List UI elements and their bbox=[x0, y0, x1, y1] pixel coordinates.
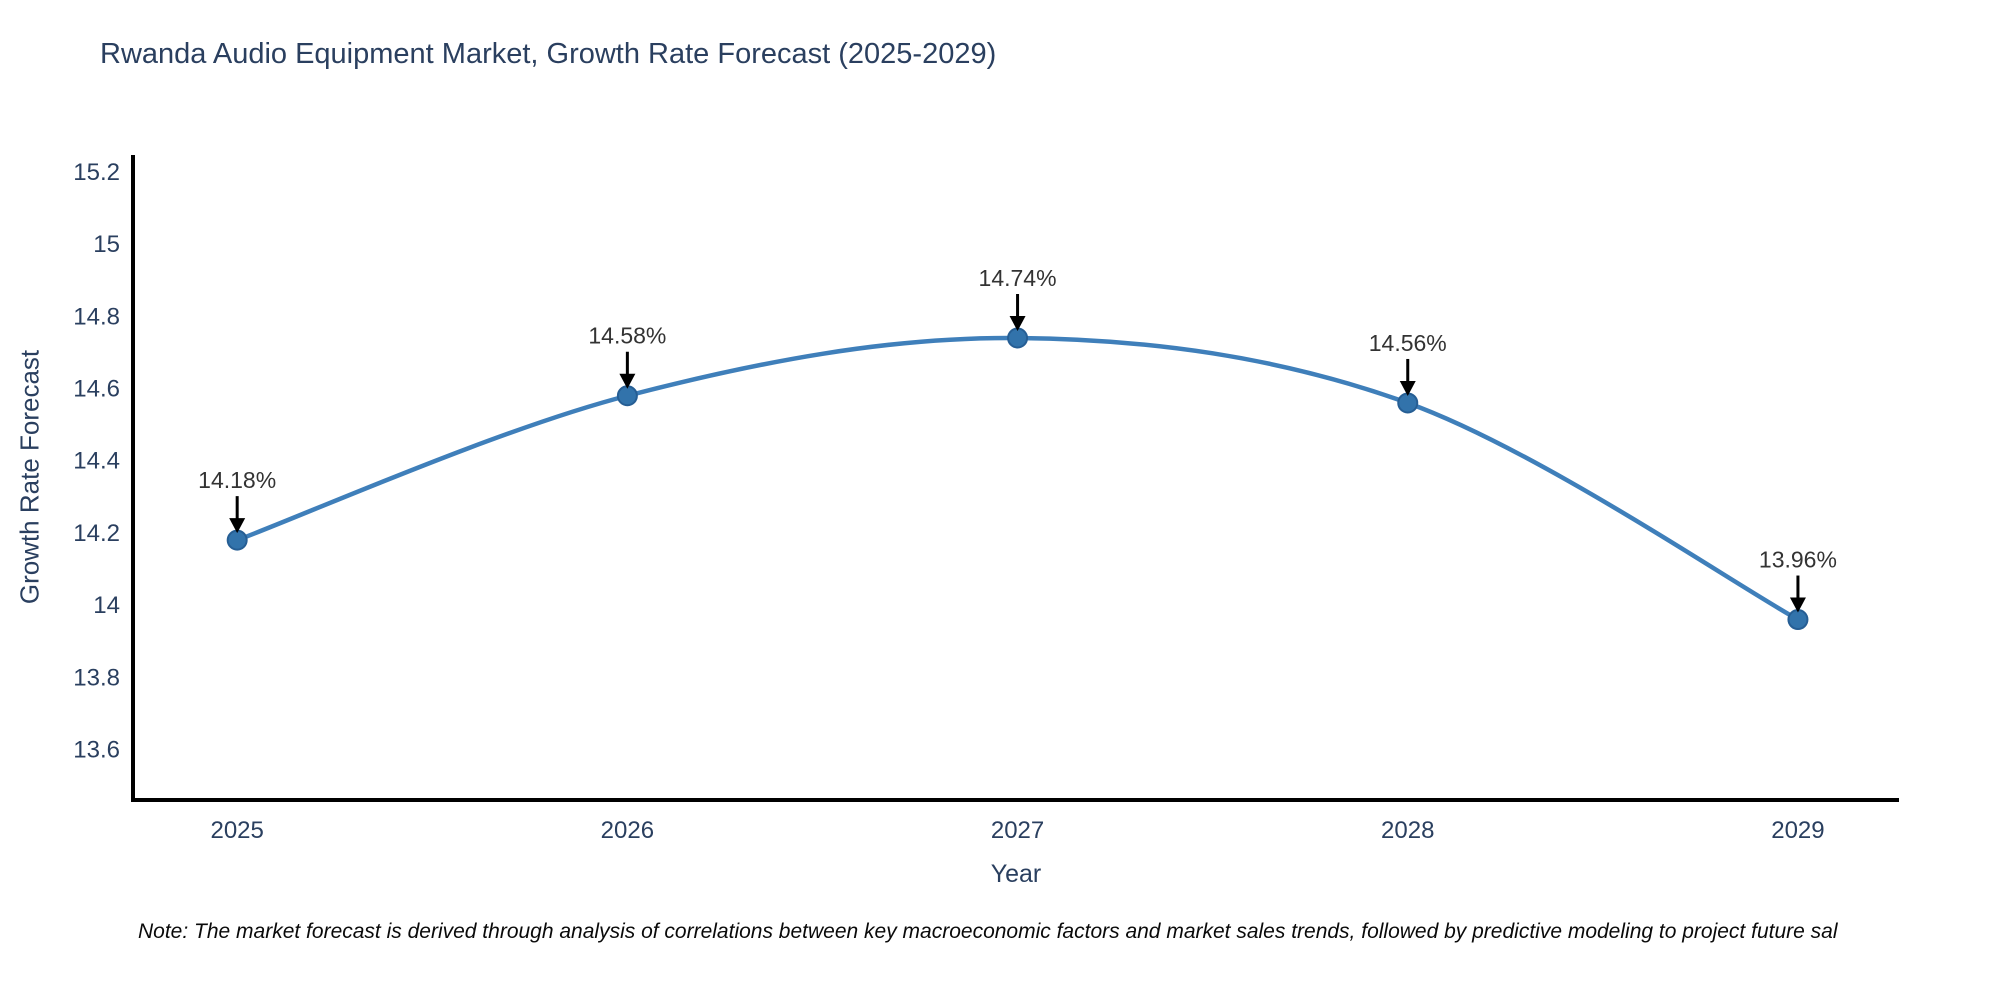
annotation-label: 14.56% bbox=[1369, 330, 1447, 356]
annotation-arrow-head bbox=[1399, 380, 1416, 396]
y-tick-label: 15 bbox=[93, 231, 120, 258]
y-tick-label: 13.8 bbox=[73, 664, 120, 691]
x-tick-label: 2025 bbox=[210, 817, 263, 844]
footnote: Note: The market forecast is derived thr… bbox=[138, 920, 1838, 943]
annotation-label: 13.96% bbox=[1759, 547, 1837, 573]
annotations: 14.18% 14.58% 14.74% 14.56% 13.96% bbox=[198, 265, 1837, 613]
annotation-arrow-head bbox=[1009, 315, 1026, 331]
data-point-marker bbox=[1007, 327, 1029, 349]
x-tick-label: 2028 bbox=[1381, 817, 1434, 844]
data-point-marker bbox=[616, 385, 638, 407]
y-tick-label: 14.6 bbox=[73, 376, 120, 403]
series-line bbox=[236, 335, 1800, 622]
axis-lines bbox=[131, 155, 1899, 802]
x-tick-label: 2029 bbox=[1771, 817, 1824, 844]
annotation-label: 14.58% bbox=[588, 323, 666, 349]
y-tick-label: 14 bbox=[93, 592, 120, 619]
annotation-arrow-head bbox=[619, 373, 636, 389]
data-point-markers bbox=[226, 327, 1809, 631]
annotation-arrow-head bbox=[1789, 597, 1806, 613]
annotation-label: 14.74% bbox=[979, 265, 1057, 291]
y-tick-label: 14.8 bbox=[73, 303, 120, 330]
data-point-marker bbox=[226, 529, 248, 551]
y-tick-label: 15.2 bbox=[73, 159, 120, 186]
x-axis-title: Year bbox=[990, 860, 1042, 888]
chart-title: Rwanda Audio Equipment Market, Growth Ra… bbox=[100, 38, 997, 70]
y-tick-labels: 15.2 15 14.8 14.6 14.4 14.2 14 13.8 13.6 bbox=[73, 159, 120, 764]
data-point-marker bbox=[1397, 392, 1419, 414]
y-tick-label: 13.6 bbox=[73, 736, 120, 763]
y-tick-label: 14.2 bbox=[73, 520, 120, 547]
annotation-label: 14.18% bbox=[198, 467, 276, 493]
y-tick-label: 14.4 bbox=[73, 448, 120, 475]
annotation-arrow-head bbox=[229, 518, 246, 534]
x-tick-label: 2026 bbox=[601, 817, 654, 844]
x-tick-labels: 2025 2026 2027 2028 2029 bbox=[210, 817, 1824, 844]
x-tick-label: 2027 bbox=[991, 817, 1044, 844]
data-point-marker bbox=[1787, 609, 1809, 631]
